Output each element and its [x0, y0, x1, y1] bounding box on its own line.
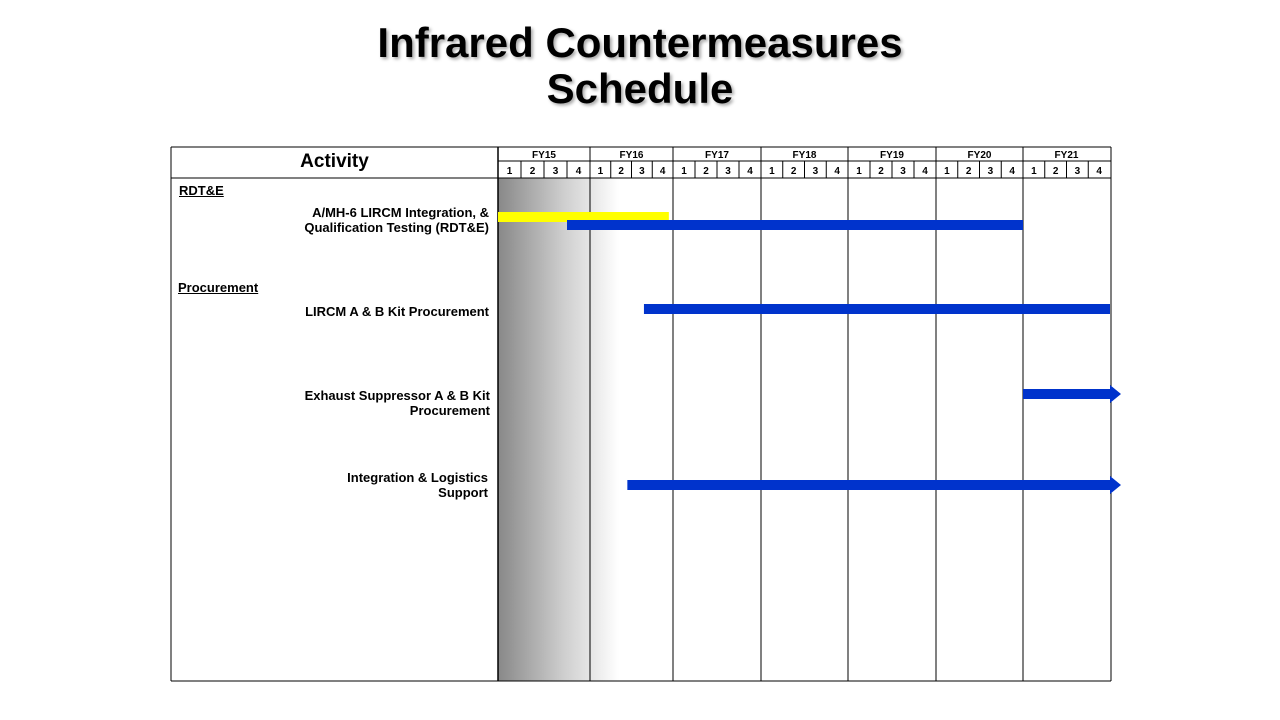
quarter-label: 1 — [1031, 166, 1037, 177]
quarter-label: 2 — [966, 166, 972, 177]
task-label-exhaust-suppressor: Exhaust Suppressor A & B Kit Procurement — [190, 388, 490, 418]
task-label-line: Exhaust Suppressor A & B Kit — [304, 388, 490, 403]
shaded-period — [498, 178, 620, 681]
quarter-label: 4 — [747, 166, 753, 177]
quarter-label: 4 — [1009, 166, 1015, 177]
fy-label: FY17 — [705, 150, 729, 161]
quarter-label: 1 — [944, 166, 950, 177]
task-label-lircm-integration: A/MH-6 LIRCM Integration, & Qualificatio… — [189, 205, 489, 235]
quarter-label: 1 — [507, 166, 513, 177]
fy-label: FY18 — [793, 150, 817, 161]
quarter-label: 3 — [1075, 166, 1081, 177]
quarter-label: 3 — [553, 166, 559, 177]
fy-label: FY19 — [880, 150, 904, 161]
quarter-label: 3 — [813, 166, 819, 177]
task-label-line: Integration & Logistics — [347, 470, 488, 485]
quarter-label: 2 — [1053, 166, 1059, 177]
quarter-label: 1 — [769, 166, 775, 177]
task-label-line: LIRCM A & B Kit Procurement — [305, 304, 489, 319]
quarter-label: 3 — [900, 166, 906, 177]
quarter-label: 3 — [988, 166, 994, 177]
quarter-label: 4 — [576, 166, 582, 177]
quarter-label: 2 — [878, 166, 884, 177]
quarter-label: 2 — [703, 166, 709, 177]
quarter-label: 4 — [660, 166, 666, 177]
page-title: Infrared Countermeasures Schedule — [0, 20, 1280, 112]
quarter-label: 2 — [530, 166, 536, 177]
gantt-bar-blue — [567, 220, 1023, 230]
quarter-label: 4 — [922, 166, 928, 177]
gantt-bar-blue — [643, 304, 1110, 314]
quarter-label: 1 — [681, 166, 687, 177]
title-line-2: Schedule — [546, 65, 734, 112]
quarter-label: 4 — [1096, 166, 1102, 177]
task-label-integration-logistics: Integration & Logistics Support — [188, 470, 488, 500]
fy-label: FY20 — [968, 150, 992, 161]
gantt-bar-blue-arrow — [627, 476, 1121, 494]
gantt-bar-yellow — [498, 212, 669, 222]
task-label-line: Procurement — [409, 403, 490, 418]
task-label-line: Qualification Testing (RDT&E) — [304, 220, 489, 235]
quarter-label: 3 — [725, 166, 731, 177]
gantt-bar-blue-arrow — [1023, 385, 1121, 403]
quarter-label: 2 — [618, 166, 624, 177]
task-label-line: Support — [438, 485, 488, 500]
fy-label: FY21 — [1055, 150, 1079, 161]
quarter-label: 1 — [598, 166, 604, 177]
quarter-label: 2 — [791, 166, 797, 177]
quarter-label: 1 — [856, 166, 862, 177]
fy-label: FY15 — [532, 150, 556, 161]
fy-label: FY16 — [620, 150, 644, 161]
title-line-1: Infrared Countermeasures — [377, 19, 903, 66]
activity-column-header: Activity — [300, 151, 369, 172]
section-label-procurement: Procurement — [178, 280, 259, 295]
task-label-line: A/MH-6 LIRCM Integration, & — [312, 205, 489, 220]
quarter-label: 3 — [639, 166, 645, 177]
quarter-label: 4 — [834, 166, 840, 177]
section-label-rdte: RDT&E — [179, 183, 224, 198]
task-label-lircm-kit-procurement: LIRCM A & B Kit Procurement — [189, 304, 489, 319]
